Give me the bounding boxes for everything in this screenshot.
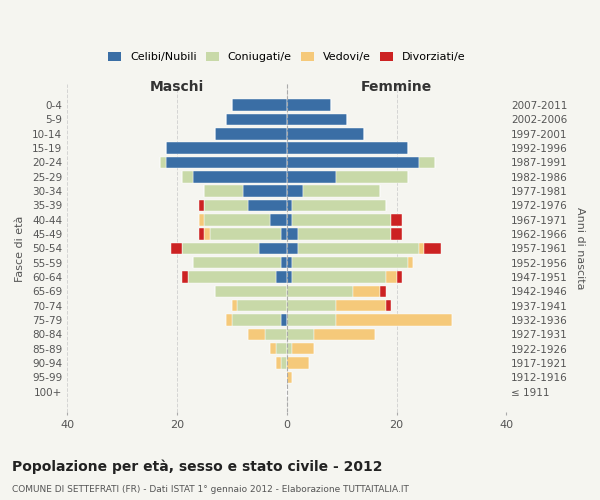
Bar bbox=[232, 300, 238, 312]
Bar bbox=[182, 272, 188, 283]
Bar bbox=[287, 142, 407, 154]
Bar bbox=[205, 214, 270, 226]
Bar bbox=[287, 156, 419, 168]
Bar bbox=[292, 343, 314, 354]
Bar bbox=[419, 156, 435, 168]
Bar bbox=[281, 314, 287, 326]
Bar bbox=[205, 200, 248, 211]
Bar bbox=[287, 286, 353, 297]
Bar bbox=[199, 228, 205, 240]
Y-axis label: Fasce di età: Fasce di età bbox=[15, 215, 25, 282]
Bar bbox=[287, 257, 292, 268]
Bar bbox=[248, 328, 265, 340]
Bar bbox=[353, 286, 380, 297]
Bar bbox=[215, 286, 287, 297]
Bar bbox=[386, 300, 391, 312]
Bar bbox=[287, 200, 292, 211]
Bar bbox=[287, 186, 303, 197]
Bar bbox=[270, 214, 287, 226]
Bar bbox=[166, 142, 287, 154]
Bar bbox=[276, 358, 281, 369]
Bar bbox=[336, 300, 386, 312]
Bar bbox=[193, 257, 281, 268]
Bar bbox=[182, 171, 193, 182]
Bar bbox=[232, 100, 287, 111]
Bar bbox=[281, 257, 287, 268]
Bar bbox=[380, 286, 386, 297]
Legend: Celibi/Nubili, Coniugati/e, Vedovi/e, Divorziati/e: Celibi/Nubili, Coniugati/e, Vedovi/e, Di… bbox=[103, 48, 470, 67]
Bar bbox=[287, 242, 298, 254]
Bar bbox=[188, 272, 276, 283]
Bar bbox=[292, 257, 407, 268]
Bar bbox=[287, 314, 336, 326]
Bar bbox=[303, 186, 380, 197]
Bar bbox=[424, 242, 440, 254]
Bar bbox=[205, 186, 243, 197]
Bar bbox=[407, 257, 413, 268]
Bar bbox=[287, 228, 298, 240]
Bar bbox=[276, 343, 287, 354]
Bar bbox=[287, 128, 364, 140]
Bar bbox=[292, 272, 386, 283]
Bar bbox=[281, 228, 287, 240]
Bar bbox=[292, 214, 391, 226]
Bar bbox=[298, 242, 419, 254]
Bar bbox=[243, 186, 287, 197]
Bar bbox=[199, 214, 205, 226]
Bar bbox=[226, 314, 232, 326]
Bar bbox=[397, 272, 402, 283]
Bar bbox=[276, 272, 287, 283]
Bar bbox=[287, 114, 347, 125]
Bar bbox=[287, 171, 336, 182]
Y-axis label: Anni di nascita: Anni di nascita bbox=[575, 207, 585, 290]
Bar bbox=[238, 300, 287, 312]
Bar bbox=[226, 114, 287, 125]
Bar bbox=[419, 242, 424, 254]
Bar bbox=[386, 272, 397, 283]
Bar bbox=[210, 228, 281, 240]
Text: Maschi: Maschi bbox=[150, 80, 204, 94]
Bar bbox=[287, 328, 314, 340]
Bar bbox=[391, 228, 402, 240]
Bar bbox=[248, 200, 287, 211]
Bar bbox=[270, 343, 276, 354]
Bar bbox=[232, 314, 281, 326]
Bar bbox=[287, 300, 336, 312]
Bar bbox=[182, 242, 259, 254]
Bar bbox=[160, 156, 166, 168]
Text: Femmine: Femmine bbox=[361, 80, 432, 94]
Text: COMUNE DI SETTEFRATI (FR) - Dati ISTAT 1° gennaio 2012 - Elaborazione TUTTAITALI: COMUNE DI SETTEFRATI (FR) - Dati ISTAT 1… bbox=[12, 485, 409, 494]
Bar bbox=[259, 242, 287, 254]
Bar bbox=[287, 272, 292, 283]
Bar bbox=[336, 314, 452, 326]
Bar bbox=[281, 358, 287, 369]
Bar bbox=[336, 171, 407, 182]
Bar bbox=[292, 200, 386, 211]
Bar bbox=[199, 200, 205, 211]
Bar bbox=[287, 214, 292, 226]
Bar bbox=[298, 228, 391, 240]
Bar bbox=[166, 156, 287, 168]
Bar bbox=[287, 100, 331, 111]
Bar bbox=[391, 214, 402, 226]
Bar bbox=[215, 128, 287, 140]
Bar bbox=[172, 242, 182, 254]
Bar bbox=[205, 228, 210, 240]
Bar bbox=[287, 372, 292, 383]
Bar bbox=[193, 171, 287, 182]
Text: Popolazione per età, sesso e stato civile - 2012: Popolazione per età, sesso e stato civil… bbox=[12, 460, 383, 474]
Bar bbox=[314, 328, 374, 340]
Bar bbox=[287, 343, 292, 354]
Bar bbox=[287, 358, 309, 369]
Bar bbox=[265, 328, 287, 340]
